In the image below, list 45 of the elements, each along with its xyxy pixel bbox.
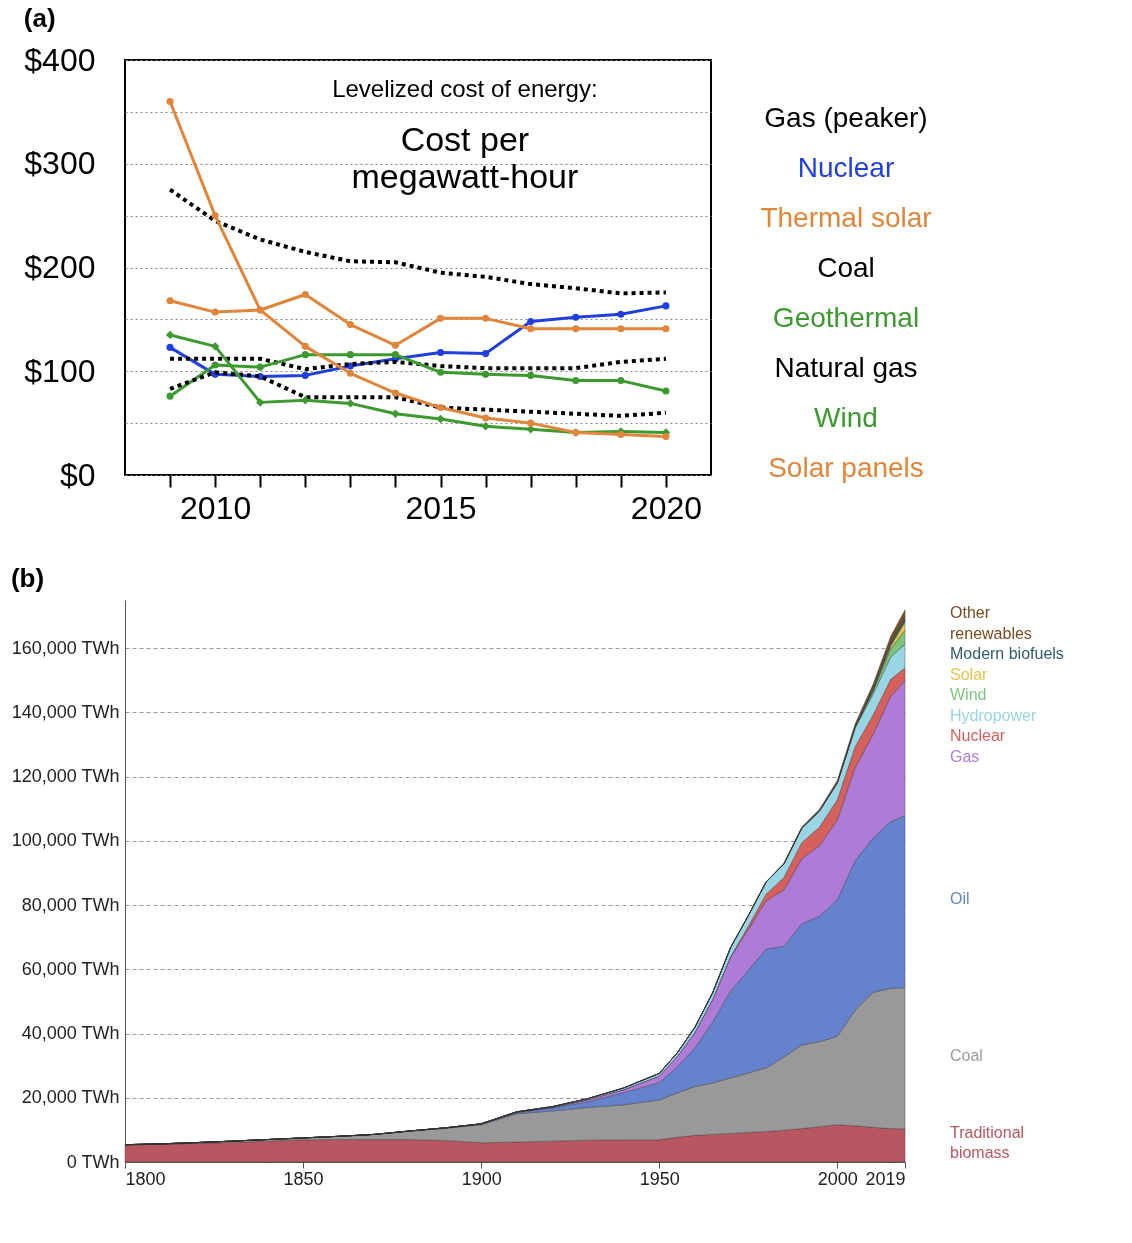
text: Oil <box>950 890 970 908</box>
chart-title: (b) <box>10 563 45 593</box>
text: Coal <box>950 1047 983 1065</box>
text: Gas (peaker) <box>764 102 928 133</box>
y-tick-label: 140,000 TWh <box>11 701 120 722</box>
y-tick-label: $400 <box>24 41 96 78</box>
y-tick-label: 80,000 TWh <box>21 894 120 915</box>
x-tick-label: 2010 <box>180 489 252 526</box>
text: Thermal solar <box>760 202 932 233</box>
y-tick-label: 40,000 TWh <box>21 1023 120 1044</box>
text: Hydropower <box>950 706 1037 724</box>
y-tick-label: $200 <box>24 249 96 285</box>
x-tick-label: 1850 <box>283 1168 324 1189</box>
y-tick-label: 120,000 TWh <box>11 766 120 787</box>
text: Other renewables <box>950 604 1032 642</box>
annotation: Levelized cost of energy: <box>332 75 598 102</box>
y-tick-label: 0 TWh <box>66 1151 120 1172</box>
text: Nuclear <box>950 727 1006 744</box>
y-tick-label: 100,000 TWh <box>11 830 120 851</box>
text: Coal <box>817 252 875 283</box>
x-tick-label: 1900 <box>461 1168 502 1189</box>
x-tick-label: 2015 <box>405 489 477 526</box>
text: Natural gas <box>774 352 918 383</box>
text: Solar <box>950 665 989 683</box>
y-tick-label: $0 <box>59 456 96 493</box>
text: Wind <box>814 402 878 433</box>
y-tick-label: $100 <box>24 352 96 389</box>
x-tick-label: 2000 <box>817 1168 858 1189</box>
x-tick-label: 1800 <box>125 1168 166 1189</box>
y-tick-label: $300 <box>24 145 96 182</box>
chart-title: (a) <box>23 3 56 33</box>
y-tick-label: 60,000 TWh <box>21 958 120 979</box>
x-tick-label: 2019 <box>865 1168 906 1189</box>
text: Wind <box>950 686 987 703</box>
text: Nuclear <box>797 152 895 183</box>
annotation: Cost per megawatt-hour <box>351 120 579 196</box>
y-tick-label: 20,000 TWh <box>21 1087 120 1108</box>
text: Gas <box>950 747 980 765</box>
text: Traditional biomass <box>950 1123 1025 1162</box>
x-tick-label: 1950 <box>639 1168 680 1189</box>
x-tick-label: 2020 <box>630 489 703 526</box>
text: Geothermal <box>772 302 920 333</box>
text: Modern biofuels <box>950 645 1064 662</box>
text: Solar panels <box>768 452 924 483</box>
y-tick-label: 160,000 TWh <box>11 637 120 658</box>
